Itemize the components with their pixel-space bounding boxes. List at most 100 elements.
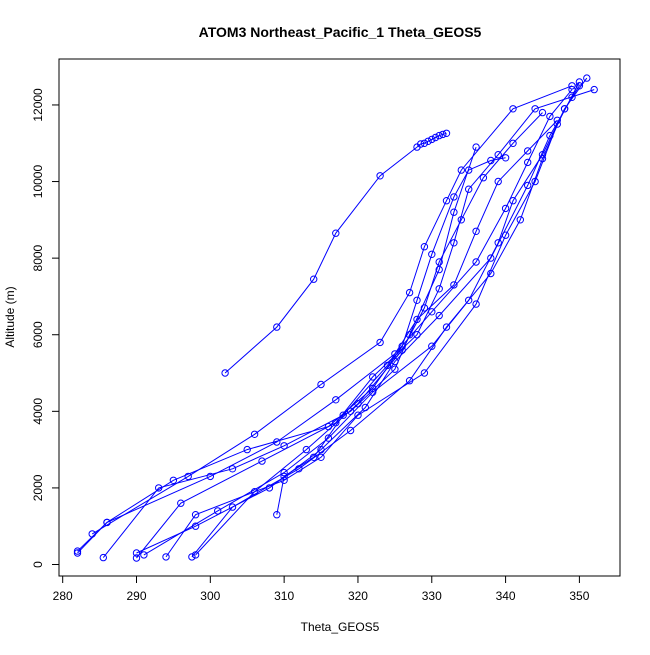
data-point	[369, 373, 377, 381]
series-line	[77, 89, 573, 552]
data-point	[472, 227, 480, 236]
data-point	[413, 296, 421, 304]
y-tick-label: 10000	[31, 165, 45, 199]
data-point	[487, 269, 495, 278]
series-6	[188, 74, 591, 561]
data-point	[501, 154, 510, 162]
data-point	[472, 143, 480, 151]
x-tick-label: 280	[53, 589, 73, 603]
data-point	[546, 112, 554, 121]
data-point	[214, 507, 222, 515]
data-point	[228, 465, 237, 473]
y-axis-label: Altitude (m)	[3, 286, 17, 347]
data-point	[280, 442, 288, 450]
x-tick-label: 330	[422, 589, 442, 603]
data-point	[73, 547, 82, 555]
data-point	[428, 250, 436, 259]
data-point	[243, 445, 251, 454]
data-point	[431, 133, 440, 142]
series-line	[136, 89, 595, 559]
data-point	[391, 350, 399, 358]
series-1	[221, 129, 451, 377]
data-point	[354, 400, 362, 408]
x-tick-label: 320	[348, 589, 368, 603]
y-tick-label: 8000	[31, 244, 45, 271]
data-point	[568, 85, 576, 94]
series-10	[191, 108, 547, 559]
data-point	[310, 453, 318, 461]
series-12	[88, 82, 576, 538]
data-point	[450, 193, 458, 201]
data-point	[280, 472, 288, 481]
data-point	[494, 151, 502, 159]
data-point	[88, 530, 96, 538]
data-point	[435, 258, 443, 266]
data-point	[435, 311, 443, 320]
data-point	[177, 499, 185, 507]
data-point	[428, 342, 436, 350]
data-point	[184, 472, 192, 481]
series-2	[73, 154, 510, 557]
data-point	[169, 476, 178, 484]
plot-frame	[58, 58, 621, 577]
data-point	[435, 131, 443, 140]
data-point	[280, 468, 288, 477]
y-tick-label: 2000	[31, 474, 45, 501]
data-point	[487, 254, 495, 262]
data-point	[332, 229, 340, 237]
data-point	[162, 553, 170, 561]
data-point	[317, 380, 325, 389]
data-point	[450, 208, 458, 216]
data-point	[191, 511, 200, 519]
data-point	[273, 511, 281, 519]
series-line	[165, 81, 580, 558]
data-point	[324, 434, 333, 442]
data-point	[332, 396, 340, 404]
data-point	[405, 288, 414, 297]
data-point	[391, 365, 399, 373]
data-point	[501, 204, 510, 213]
x-tick-label: 300	[200, 589, 220, 603]
series-line	[224, 132, 447, 374]
y-tick-label: 6000	[31, 321, 45, 348]
data-point	[250, 488, 259, 496]
data-point	[568, 93, 576, 102]
data-point	[413, 331, 421, 339]
data-point	[465, 185, 473, 193]
data-point	[590, 85, 598, 94]
series-3	[99, 143, 480, 562]
data-point	[250, 430, 259, 438]
data-point	[524, 147, 532, 155]
data-point	[472, 300, 480, 308]
data-point	[583, 74, 591, 82]
data-point	[516, 216, 524, 224]
data-point	[575, 78, 584, 86]
data-point	[494, 177, 502, 186]
series-line	[102, 146, 477, 558]
series-11	[132, 85, 598, 562]
data-point	[302, 445, 310, 454]
data-point	[273, 323, 281, 331]
series-4	[132, 82, 584, 557]
x-tick-label: 350	[569, 589, 589, 603]
data-point	[221, 369, 229, 377]
y-tick-label: 4000	[31, 398, 45, 425]
data-point	[428, 135, 436, 144]
data-point	[155, 484, 163, 492]
data-point	[472, 258, 480, 266]
data-point	[465, 166, 473, 174]
data-point	[376, 338, 384, 347]
data-point	[524, 158, 532, 167]
data-point	[494, 239, 502, 247]
data-point	[531, 105, 539, 113]
data-point	[317, 453, 325, 461]
series-5	[162, 78, 584, 561]
data-point	[509, 105, 517, 113]
data-point	[132, 554, 141, 562]
series-line	[77, 157, 506, 554]
y-axis: 0 2000 4000 6000 8000 10000 12000	[31, 88, 60, 568]
data-point	[346, 426, 355, 435]
data-point	[273, 438, 281, 446]
data-point	[420, 304, 429, 312]
